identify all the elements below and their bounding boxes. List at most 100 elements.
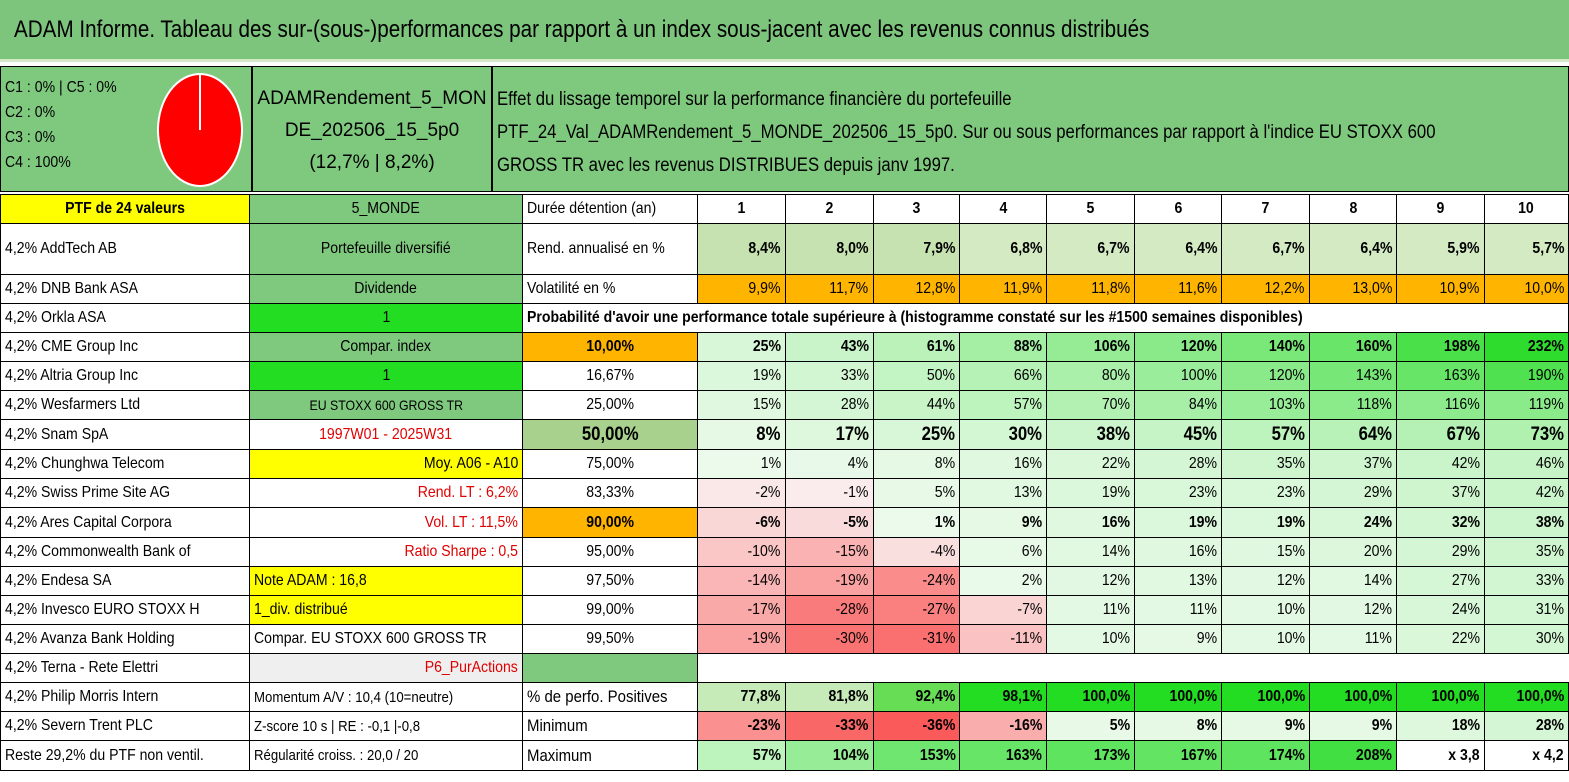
probability-value: 88% xyxy=(959,332,1048,362)
info-cell: Compar. EU STOXX 600 GROSS TR xyxy=(248,624,524,654)
probability-value-text: 100% xyxy=(1181,367,1218,384)
probability-value-text: -15% xyxy=(835,543,869,560)
stat-value-text: 100,0% xyxy=(1082,688,1130,705)
holding-cell-text: 4,2% Wesfarmers Ltd xyxy=(5,396,141,413)
probability-threshold-text: 99,00% xyxy=(586,601,634,618)
probability-value: 16% xyxy=(959,449,1048,479)
probability-value: -2% xyxy=(696,478,786,508)
stat-value-text: 9% xyxy=(1371,717,1393,734)
probability-value-text: 30% xyxy=(1008,423,1043,445)
volatility-value-text: 11,7% xyxy=(829,280,869,297)
stat-value-text: 9% xyxy=(1284,717,1305,734)
probability-value-text: 30% xyxy=(1535,630,1564,647)
probability-threshold-text: 16,67% xyxy=(586,367,634,384)
probability-value-text: 42% xyxy=(1451,455,1480,472)
stat-value-text: 28% xyxy=(1535,717,1564,734)
holding-cell: 4,2% Chunghwa Telecom xyxy=(0,449,250,479)
probability-value-text: 37% xyxy=(1451,484,1480,501)
probability-threshold: 99,50% xyxy=(522,624,698,654)
probability-value: 118% xyxy=(1308,390,1398,420)
table-row: 4,2% Philip Morris Intern Momentum A/V : … xyxy=(0,682,1569,712)
probability-value: -5% xyxy=(784,507,874,538)
probability-value-text: 190% xyxy=(1527,367,1564,384)
probability-value: 30% xyxy=(959,419,1048,450)
info-cell: Note ADAM : 16,8 xyxy=(248,566,524,596)
probability-value: -30% xyxy=(784,624,874,654)
holding-cell: Reste 29,2% du PTF non ventil. xyxy=(0,740,250,771)
probability-threshold-text: 83,33% xyxy=(586,484,634,501)
probability-value-text: 198% xyxy=(1443,338,1480,355)
description-box: Effet du lissage temporel sur la perform… xyxy=(492,66,1569,192)
probability-value: 42% xyxy=(1396,449,1485,479)
probability-value-text: 23% xyxy=(1276,484,1305,501)
probability-value: 15% xyxy=(696,390,786,420)
stat-value: -36% xyxy=(872,711,961,741)
probability-value-text: 8% xyxy=(756,423,781,445)
probability-value-text: 12% xyxy=(1276,572,1305,589)
holding-cell: 4,2% Philip Morris Intern xyxy=(0,682,250,712)
table-row: PTF de 24 valeurs 5_MONDE Durée détention … xyxy=(0,194,1569,224)
probability-value-text: 46% xyxy=(1535,455,1564,472)
probability-value-text: 16% xyxy=(1101,513,1130,531)
stat-value-text: 153% xyxy=(919,746,956,764)
probability-value: 44% xyxy=(872,390,961,420)
probability-threshold: 99,00% xyxy=(522,595,698,625)
probability-value-text: -10% xyxy=(747,543,781,560)
probability-value: 120% xyxy=(1133,332,1223,362)
table-row: 4,2% Orkla ASA 1 Probabilité d'avoir une p… xyxy=(0,303,1569,333)
year-header-6: 6 xyxy=(1133,194,1223,224)
probability-value: 80% xyxy=(1046,361,1135,391)
info-cell-text: 1_div. distribué xyxy=(253,601,348,618)
probability-value-text: 16% xyxy=(1014,455,1043,472)
stat-label-text: Maximum xyxy=(527,745,593,765)
stat-value: 208% xyxy=(1308,740,1398,771)
stat-value: 28% xyxy=(1483,711,1569,741)
probability-value: 5% xyxy=(872,478,961,508)
probability-value-text: -7% xyxy=(1017,601,1043,618)
holding-cell: 4,2% Endesa SA xyxy=(0,566,250,596)
volatility-value: 10,9% xyxy=(1396,274,1485,304)
holding-duration-label: Durée détention (an) xyxy=(522,194,698,224)
stat-value: 9% xyxy=(1221,711,1310,741)
info-cell-text: Ratio Sharpe : 0,5 xyxy=(404,543,519,560)
probability-value: -10% xyxy=(696,537,786,567)
holding-cell: 4,2% DNB Bank ASA xyxy=(0,274,250,304)
probability-value: 28% xyxy=(1133,449,1223,479)
stat-value: 100,0% xyxy=(1483,682,1569,712)
probability-value: -31% xyxy=(872,624,961,654)
holding-cell-text: 4,2% Terna - Rete Elettri xyxy=(5,659,159,676)
probability-value-text: 12% xyxy=(1364,601,1393,618)
stat-value-text: -23% xyxy=(747,717,781,734)
empty-cell xyxy=(696,653,1569,683)
stat-value-text: 100,0% xyxy=(1516,688,1564,705)
stat-value-text: x 3,8 xyxy=(1448,746,1480,764)
probability-value: 116% xyxy=(1396,390,1485,420)
table-row: 4,2% Avanza Bank Holding Compar. EU STOXX… xyxy=(0,624,1569,654)
probability-threshold: 95,00% xyxy=(522,537,698,567)
stat-value: 57% xyxy=(696,740,786,771)
holding-cell: 4,2% Orkla ASA xyxy=(0,303,250,333)
table-row: 4,2% Commonwealth Bank of Ratio Sharpe : … xyxy=(0,537,1569,567)
probability-value: 13% xyxy=(959,478,1048,508)
stat-value-text: 100,0% xyxy=(1344,688,1393,705)
table-row: 4,2% Snam SpA 1997W01 - 2025W31 50,00% 8% 17… xyxy=(0,419,1569,450)
probability-value-text: 8% xyxy=(935,455,956,472)
info-cell-text: Momentum A/V : 10,4 (10=neutre) xyxy=(253,688,454,706)
stat-value: 174% xyxy=(1221,740,1310,771)
stat-value: -33% xyxy=(784,711,874,741)
probability-value: 19% xyxy=(696,361,786,391)
probability-value: 198% xyxy=(1396,332,1485,362)
probability-value: 9% xyxy=(1133,624,1223,654)
probability-threshold-text: 50,00% xyxy=(581,423,639,445)
info-cell-text: Compar. index xyxy=(340,338,432,355)
probability-value: -7% xyxy=(959,595,1048,625)
stat-value: 104% xyxy=(784,740,874,771)
info-cell-text: Moy. A06 - A10 xyxy=(423,455,519,472)
performance-table: PTF de 24 valeurs 5_MONDE Durée détention … xyxy=(0,194,1569,771)
probability-value-text: 13% xyxy=(1014,484,1043,501)
probability-value-text: 15% xyxy=(1276,543,1305,560)
probability-value: 11% xyxy=(1133,595,1223,625)
stat-value: x 4,2 xyxy=(1483,740,1569,771)
table-row: 4,2% DNB Bank ASA Dividende Volatilité en … xyxy=(0,274,1569,304)
volatility-value: 11,9% xyxy=(959,274,1048,304)
